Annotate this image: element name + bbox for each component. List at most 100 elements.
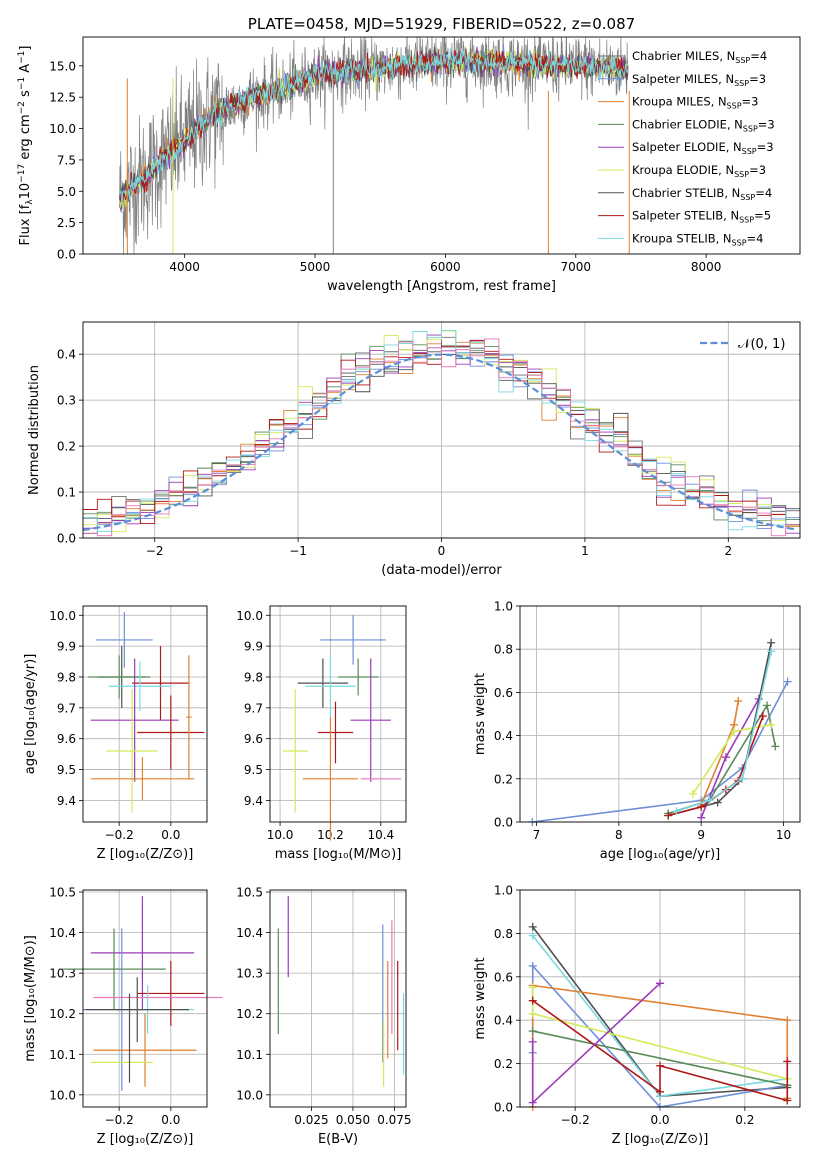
x-tick-label: −0.2 [561, 1113, 590, 1127]
legend-entry-name: Kroupa ELODIE, N [632, 163, 734, 177]
legend-entry: 𝒩(0, 1) [738, 337, 785, 352]
y-tick-label: 0.6 [494, 970, 513, 984]
weight-marker-ke [528, 983, 537, 992]
legend-entry: Kroupa MILES, NSSP=3 [632, 95, 758, 111]
x-axis-label: (data-model)/error [381, 563, 502, 578]
y-tick-label: 0.4 [494, 729, 513, 743]
x-tick-label: 10 [776, 828, 791, 842]
histogram-ks [83, 330, 800, 532]
weight-marker-ss [758, 712, 767, 721]
weight-marker-se [528, 1098, 537, 1107]
weight-marker-ss [697, 802, 706, 811]
weight-line-cs [668, 642, 772, 817]
x-tick-label: 4000 [169, 260, 200, 274]
legend-entry-value: =4 [755, 186, 772, 200]
age_vs_Z-frame [82, 605, 208, 823]
y-tick-label: 0.4 [494, 1014, 513, 1028]
y-tick-label: 9.4 [244, 794, 263, 808]
weight-marker-sm [528, 961, 537, 970]
y-tick-label: 0.1 [57, 486, 76, 500]
y-tick-label: 10.5 [236, 886, 263, 900]
legend-entry: Chabrier MILES, NSSP=4 [632, 49, 767, 65]
weight-marker-ss [783, 1057, 792, 1066]
legend-entry: Kroupa STELIB, NSSP=4 [632, 231, 763, 247]
legend-entry-name: Kroupa STELIB, N [632, 231, 732, 245]
legend-entry-sub: SSP [734, 170, 749, 179]
x-tick-label: 0.0 [161, 828, 180, 842]
y-tick-label: 9.8 [244, 670, 263, 684]
legend-entry-sub: SSP [727, 102, 742, 111]
weight-line-sm [532, 681, 789, 823]
y-axis-label-part: −1 [17, 51, 27, 64]
weight-line-ks [676, 651, 772, 812]
legend-entry-value: =4 [750, 49, 767, 63]
legend-entry: Salpeter STELIB, NSSP=5 [632, 209, 771, 225]
y-tick-label: 0.2 [57, 440, 76, 454]
weight-marker-km [734, 697, 743, 706]
gaussian-curve [82, 353, 798, 532]
y-tick-label: 10.1 [49, 1048, 76, 1062]
weight-line-ce [532, 1030, 788, 1087]
legend-entry-name: Salpeter STELIB, N [632, 209, 739, 223]
x-axis-label: wavelength [Angstrom, rest frame] [327, 279, 556, 294]
y-tick-label: 2.5 [57, 216, 76, 230]
y-axis-label-part: ] [18, 46, 33, 51]
weight-marker-ss [783, 1096, 792, 1105]
legend-entry-name: Chabrier MILES, N [632, 49, 735, 63]
y-axis-label-part: −1 [17, 77, 27, 90]
x-tick-label: 0.025 [294, 1113, 328, 1127]
weight-marker-ks [672, 807, 681, 816]
y-tick-label: 1.0 [494, 600, 513, 614]
weight-marker-ke [528, 1009, 537, 1018]
weight-marker-ke [688, 789, 697, 798]
x-tick-label: 5000 [300, 260, 331, 274]
y-axis-label-part: erg cm [18, 114, 33, 163]
y-tick-label: 0.3 [57, 394, 76, 408]
y-axis-label-part: λ [25, 199, 35, 205]
weight-marker-ce [771, 742, 780, 751]
y-tick-label: 5.0 [57, 185, 76, 199]
y-tick-label: 10.4 [49, 926, 76, 940]
weight-line-ss [668, 715, 764, 817]
y-axis-label-part: A [18, 64, 33, 77]
x-tick-label: 6000 [430, 260, 461, 274]
weight-marker-ss [656, 1061, 664, 1070]
y-axis-label-part: −2 [17, 101, 27, 114]
y-tick-label: 10.0 [49, 1088, 76, 1102]
x-tick-label: 8000 [691, 260, 722, 274]
x-axis-label: Z [log₁₀(Z/Z⊙)] [612, 1132, 709, 1147]
y-tick-label: 0.4 [57, 348, 76, 362]
x-tick-label: 0.2 [735, 1113, 754, 1127]
mass-vs-metallicity-panel: −0.2 0.0 10.0 10.1 10.2 10.3 10.4 10.5 Z [log₁₀(… [23, 886, 223, 1147]
age_vs_mass-frame [269, 605, 407, 823]
legend-entry-sub: SSP [732, 238, 747, 247]
x-tick-label: −2 [146, 544, 164, 558]
y-tick-label: 10.0 [49, 609, 76, 623]
legend-entry: Chabrier STELIB, NSSP=4 [632, 186, 772, 202]
y-tick-label: 9.7 [244, 701, 263, 715]
y-tick-label: 9.6 [57, 732, 76, 746]
x-tick-label: −1 [289, 544, 307, 558]
weight-marker-ss [664, 811, 673, 820]
y-tick-label: 0.8 [494, 927, 513, 941]
weight-marker-ce [528, 1027, 537, 1036]
y-axis-label-part: 10 [18, 183, 33, 200]
y-tick-label: 10.0 [236, 609, 263, 623]
y-tick-label: 0.0 [494, 816, 513, 830]
legend-entry-sub: SSP [740, 193, 755, 202]
legend-entry-value: =3 [758, 117, 775, 131]
legend-entry-value: =3 [749, 163, 766, 177]
x-tick-label: −0.2 [105, 1113, 134, 1127]
mass-weight-vs-metallicity-panel: −0.2 0.0 0.2 0.0 0.2 0.4 0.6 0.8 1.0 Z [log₁₀(Z/Z… [473, 884, 801, 1147]
x-axis-label: Z [log₁₀(Z/Z⊙)] [97, 1132, 194, 1147]
y-tick-label: 10.0 [49, 122, 76, 136]
y-tick-label: 0.0 [57, 532, 76, 546]
legend-entry: Salpeter MILES, NSSP=3 [632, 72, 766, 88]
weight-marker-sm [783, 677, 792, 686]
chart-title: PLATE=0458, MJD=51929, FIBERID=0522, z=0… [248, 15, 635, 33]
histogram-se [83, 334, 800, 534]
y-tick-label: 0.0 [494, 1101, 513, 1115]
mass_vs_ebv-frame [269, 889, 407, 1108]
